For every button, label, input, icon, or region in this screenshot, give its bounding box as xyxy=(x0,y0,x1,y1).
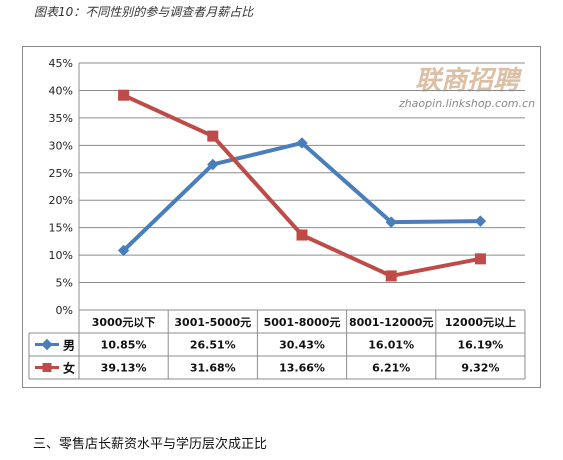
data-point xyxy=(207,130,219,142)
y-tick-label: 25% xyxy=(49,167,73,180)
y-tick-label: 10% xyxy=(49,249,73,262)
watermark-brand: 联商招聘 xyxy=(415,66,523,96)
y-tick-label: 0% xyxy=(56,304,73,317)
series-name: 女 xyxy=(63,361,75,376)
category-label: 3000元以下 xyxy=(92,316,156,329)
data-point xyxy=(385,216,397,228)
data-label: 13.66% xyxy=(279,362,325,375)
series-name: 男 xyxy=(63,339,75,353)
data-label: 31.68% xyxy=(190,362,236,375)
legend-key-marker xyxy=(41,338,53,351)
category-label: 5001-8000元 xyxy=(264,316,341,329)
data-point xyxy=(296,137,308,149)
section-heading: 三、零售店长薪资水平与学历层次成正比 xyxy=(33,437,268,452)
data-point xyxy=(117,244,130,257)
data-label: 16.01% xyxy=(368,339,414,352)
data-label: 6.21% xyxy=(372,362,410,375)
legend-key-marker xyxy=(42,363,52,372)
data-label: 39.13% xyxy=(101,362,147,375)
series-line-female xyxy=(122,93,481,278)
y-tick-label: 30% xyxy=(49,139,73,152)
category-label: 8001-12000元 xyxy=(349,316,433,329)
y-tick-label: 5% xyxy=(56,277,73,290)
y-tick-label: 40% xyxy=(49,84,73,97)
y-tick-label: 45% xyxy=(49,57,73,70)
data-label: 26.51% xyxy=(190,339,236,352)
watermark-url: zhaopin.linkshop.com.cn xyxy=(398,97,535,110)
category-label: 3001-5000元 xyxy=(174,316,251,329)
data-point xyxy=(474,215,487,227)
category-label: 12000元以上 xyxy=(445,315,516,329)
figure-caption: 图表10：不同性别的参与调查者月薪占比 xyxy=(34,5,254,19)
y-tick-label: 15% xyxy=(49,222,73,235)
y-tick-label: 20% xyxy=(49,194,73,207)
data-point xyxy=(296,229,308,241)
data-label: 9.32% xyxy=(461,362,499,375)
data-label: 30.43% xyxy=(279,339,325,352)
data-label: 10.85% xyxy=(101,339,147,352)
data-point xyxy=(118,89,130,101)
data-point xyxy=(207,158,219,171)
data-point xyxy=(385,270,397,282)
data-point xyxy=(474,253,486,265)
y-tick-label: 35% xyxy=(49,112,73,125)
chart-frame: 联商招聘 zhaopin.linkshop.com.cn 0% 5% 10% 15% 20%… xyxy=(22,46,541,388)
data-label: 16.19% xyxy=(457,339,503,352)
